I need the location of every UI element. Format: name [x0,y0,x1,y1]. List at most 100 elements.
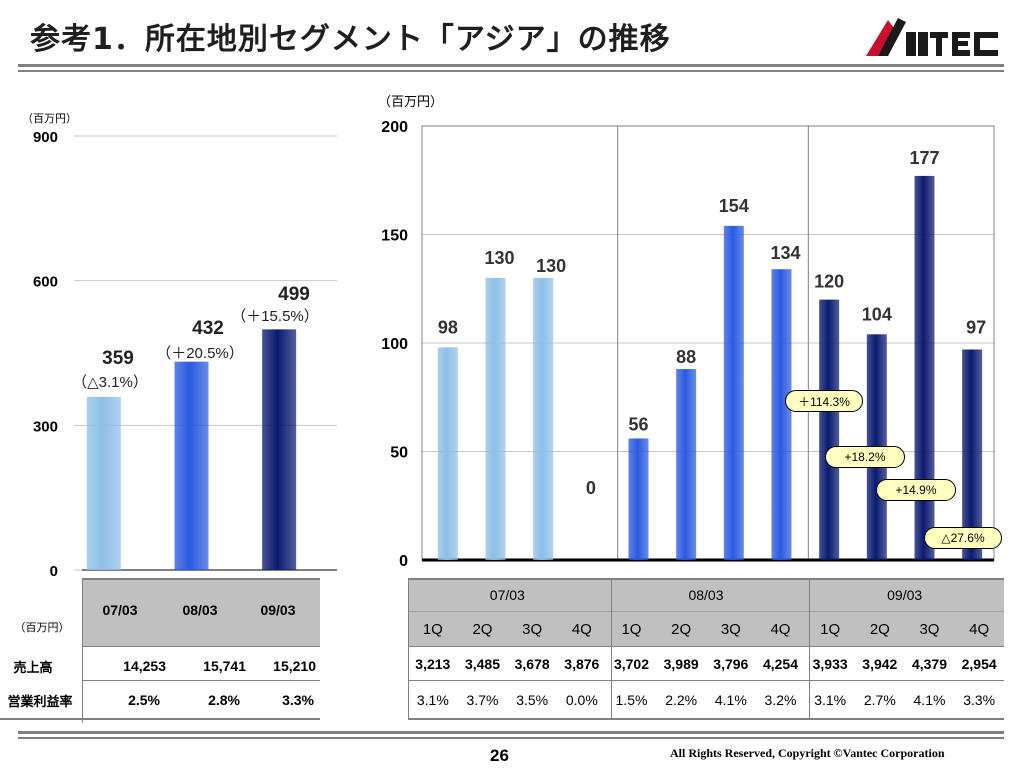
right-table-margin: 4.1% [913,692,946,708]
right-table-bottom-rule [408,718,1004,720]
header-rule-thin [18,70,1004,72]
left-table-header-0703: 07/03 [102,602,138,618]
right-table-quarter: 4Q [969,620,990,638]
right-table-sales: 3,485 [464,656,500,672]
right-table-year-07/03: 07/03 [489,587,525,603]
right-value-label: 134 [770,243,800,263]
right-table-sales: 3,876 [564,656,600,672]
left-bar-07/03 [86,396,121,570]
right-value-label: 120 [814,272,844,292]
right-table-margin: 2.7% [863,692,896,708]
left-change-label: （△3.1%） [72,374,148,391]
left-row-label-sales: 売上高 [13,659,53,675]
right-table-sales: 3,796 [713,656,749,672]
right-table-quarter: 2Q [671,620,692,638]
right-bar-08/03-3Q [723,225,744,560]
right-bar-07/03-1Q [437,347,458,560]
right-value-label: 0 [586,478,596,498]
right-table-quarter: 2Q [869,620,890,638]
right-bar-09/03-1Q [819,299,840,560]
right-table-quarter: 1Q [422,620,443,638]
left-sales-0703: 14,253 [123,658,166,674]
left-margin-0803: 2.8% [208,692,240,708]
quarterly-sales-chart: （百万円） 0 50 100 150 200 98 130 130 0 56 88 154 134 120 1… [378,94,995,570]
left-y-tick-label: 300 [33,418,58,435]
right-table-sales: 3,678 [514,656,550,672]
right-bar-08/03-4Q [771,269,792,560]
left-y-tick-label: 0 [50,563,58,580]
right-table-sales: 4,254 [762,656,798,672]
right-bar-08/03-2Q [676,369,697,560]
left-value-label: 432 [192,318,224,339]
right-value-label: 177 [909,148,939,168]
right-table-rule [408,680,1004,681]
right-table-sales: 3,213 [415,656,451,672]
left-margin-0903: 3.3% [282,692,314,708]
right-value-label: 98 [438,317,458,337]
right-table-year-08/03: 08/03 [688,587,724,603]
right-table-margin: 3.3% [963,692,996,708]
left-row-label-margin: 営業利益率 [7,693,73,709]
right-table-rule [408,611,1004,612]
footer-rule [18,731,1004,734]
left-table-unit: （百万円） [14,622,70,634]
right-table-margin: 2.2% [665,692,698,708]
right-table-margin: 4.1% [714,692,747,708]
right-table-margin: 3.1% [416,692,449,708]
left-change-label: （＋20.5%） [156,345,244,362]
right-value-label: 88 [676,347,696,367]
right-value-label: 130 [536,256,566,276]
right-y-tick-label: 50 [390,445,408,462]
left-table-header-0803: 08/03 [182,602,218,618]
right-bar-09/03-4Q [962,349,983,560]
right-table-sales: 2,954 [961,656,997,672]
left-table-rule [82,646,320,647]
header-rule [18,64,1004,67]
right-y-tick-label: 200 [381,119,408,136]
right-table-divider [610,580,612,718]
right-table-quarter: 1Q [820,620,841,638]
right-table-header-fill [408,578,1004,646]
right-table-quarter: 1Q [621,620,642,638]
right-table-divider [809,580,811,718]
left-y-tick-label: 600 [33,274,58,291]
right-value-label: 56 [628,414,648,434]
right-value-label: 97 [966,318,986,338]
left-value-label: 499 [278,284,310,305]
right-table-margin: 3.1% [814,692,847,708]
annual-data-table: （百万円） 07/03 08/03 09/03 売上高 14,253 15,74… [0,578,330,723]
right-table-quarter: 3Q [522,620,543,638]
right-table-sales: 3,933 [812,656,848,672]
change-bubble-1: ＋114.3% [785,390,863,412]
left-sales-0803: 15,741 [203,658,246,674]
right-table-quarter: 3Q [720,620,741,638]
right-table-quarter: 2Q [472,620,493,638]
annual-sales-chart: （百万円） 0 300 600 900 359 （△3.1%） 432 （＋20.5%） 499 （… [22,112,337,580]
right-table-rule [408,646,1004,647]
right-table-sales: 3,702 [613,656,649,672]
left-value-label: 359 [102,348,134,369]
right-table-sales: 3,942 [862,656,898,672]
left-table-header-fill [82,578,320,646]
right-table-sales: 4,379 [911,656,947,672]
left-y-tick-label: 900 [33,129,58,146]
right-table-divider [408,580,409,718]
right-table-margin: 3.5% [516,692,549,708]
right-table-margin: 1.5% [615,692,648,708]
right-y-tick-label: 100 [381,336,408,353]
left-table-divider [82,580,83,723]
right-table-top-rule [408,578,1004,580]
left-table-rule [82,680,320,681]
right-bar-07/03-3Q [533,277,554,560]
right-value-label: 130 [484,248,514,268]
right-table-sales: 3,989 [663,656,699,672]
right-table-margin: 3.2% [764,692,797,708]
change-bubble-2: +18.2% [825,446,905,468]
right-table-quarter: 4Q [571,620,592,638]
right-y-tick-label: 0 [399,553,408,570]
right-bar-08/03-1Q [628,438,649,560]
left-bar-08/03 [174,361,209,570]
page-title: 参考1．所在地別セグメント「アジア」の推移 [30,22,671,57]
right-chart-unit: （百万円） [378,94,443,109]
right-value-label: 104 [862,304,892,324]
